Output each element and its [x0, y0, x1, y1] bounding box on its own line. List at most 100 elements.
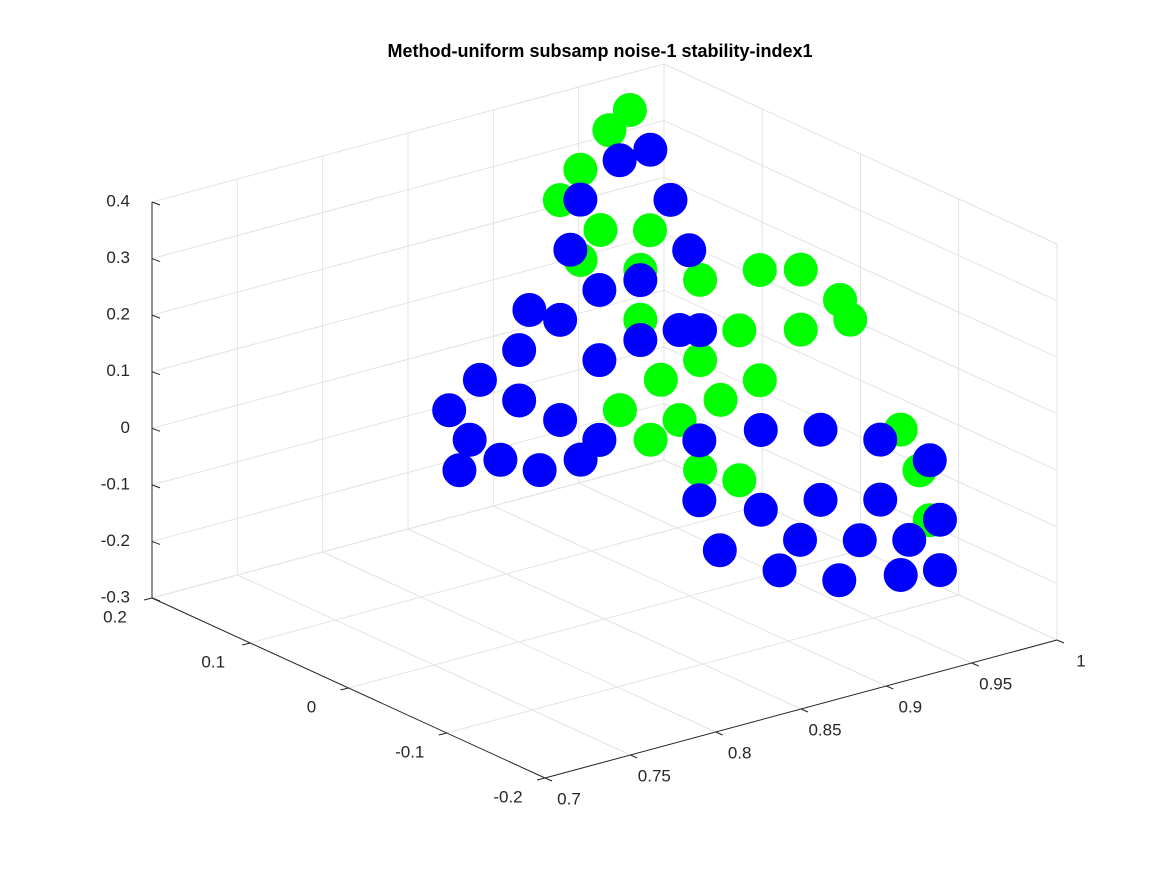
point	[643, 362, 678, 397]
z-tick-label: 0.1	[106, 361, 130, 380]
point	[743, 492, 778, 527]
point	[863, 482, 898, 517]
point	[632, 213, 667, 248]
grid-line	[250, 504, 763, 644]
point	[602, 393, 637, 428]
point	[683, 262, 718, 297]
point	[522, 453, 557, 488]
point	[842, 523, 877, 558]
point	[682, 483, 717, 518]
point	[653, 182, 688, 217]
grid-line	[151, 63, 665, 203]
point	[602, 143, 637, 178]
point	[612, 92, 647, 127]
point	[623, 263, 658, 298]
point	[722, 463, 757, 498]
grid-line	[663, 120, 1058, 302]
point	[582, 343, 617, 378]
point	[502, 333, 537, 368]
z-tick-label: -0.3	[101, 587, 130, 606]
point	[683, 452, 718, 487]
point	[803, 412, 838, 447]
grid-line	[663, 346, 1058, 528]
point	[582, 273, 617, 308]
point	[722, 313, 757, 348]
point	[512, 292, 547, 327]
point	[742, 252, 777, 287]
point	[883, 558, 918, 592]
tick-mark	[971, 662, 979, 667]
tick-mark	[151, 484, 161, 489]
tick-mark	[715, 731, 723, 736]
point	[783, 522, 818, 557]
point	[922, 502, 957, 537]
tick-mark	[151, 201, 161, 206]
point	[563, 182, 598, 217]
grid-line	[446, 594, 959, 734]
tick-mark	[151, 597, 161, 602]
point	[803, 482, 838, 517]
point	[783, 312, 818, 347]
point	[623, 323, 658, 358]
point	[452, 422, 487, 457]
z-tick-label: -0.1	[101, 474, 130, 493]
point	[892, 522, 927, 557]
point	[633, 422, 668, 457]
grid-line	[151, 346, 665, 486]
point	[783, 252, 818, 287]
point	[683, 343, 718, 378]
tick-mark	[151, 314, 161, 319]
grid-line	[151, 289, 665, 429]
z-tick-label: 0	[121, 418, 130, 437]
x-tick-label: 0.7	[557, 789, 581, 808]
z-tick-label: 0.3	[106, 248, 130, 267]
point	[543, 302, 578, 337]
point	[662, 402, 697, 437]
point	[582, 422, 617, 457]
x-tick-label: 0.95	[979, 674, 1012, 693]
tick-mark	[151, 258, 161, 263]
point	[563, 152, 598, 187]
tick-mark	[242, 642, 251, 646]
point	[442, 453, 477, 488]
tick-mark	[151, 427, 161, 432]
tick-mark	[151, 540, 161, 545]
point	[703, 382, 738, 417]
point	[743, 412, 778, 447]
point	[683, 313, 718, 348]
point	[922, 553, 957, 588]
point	[672, 233, 707, 268]
point	[912, 443, 947, 478]
tick-mark	[886, 685, 894, 690]
point	[702, 533, 737, 568]
chart-title: Method-uniform subsamp noise-1 stability…	[387, 41, 812, 61]
y-tick-label: 0	[307, 697, 316, 716]
point	[822, 563, 857, 598]
x-tick-label: 0.75	[638, 766, 671, 785]
point	[682, 423, 717, 458]
z-tick-label: 0.4	[106, 191, 130, 210]
y-tick-label: -0.1	[395, 742, 424, 761]
point	[553, 232, 588, 267]
tick-mark	[438, 732, 447, 736]
point	[462, 362, 497, 397]
point	[762, 553, 797, 588]
point	[863, 422, 898, 457]
z-tick-label: 0.2	[106, 305, 130, 324]
x-tick-label: 0.85	[808, 720, 841, 739]
tick-mark	[143, 597, 153, 601]
x-tick-label: 0.9	[899, 697, 923, 716]
x-tick-label: 0.8	[728, 743, 752, 762]
grid-line	[663, 402, 1058, 584]
tick-mark	[1056, 639, 1065, 644]
point	[543, 402, 578, 437]
grid-line	[663, 63, 1058, 245]
tick-mark	[630, 754, 638, 759]
y-tick-label: 0.1	[201, 652, 225, 671]
point	[583, 213, 618, 248]
point	[833, 302, 868, 337]
point	[742, 363, 777, 398]
y-tick-label: 0.2	[103, 607, 127, 626]
grid-line	[151, 459, 665, 599]
